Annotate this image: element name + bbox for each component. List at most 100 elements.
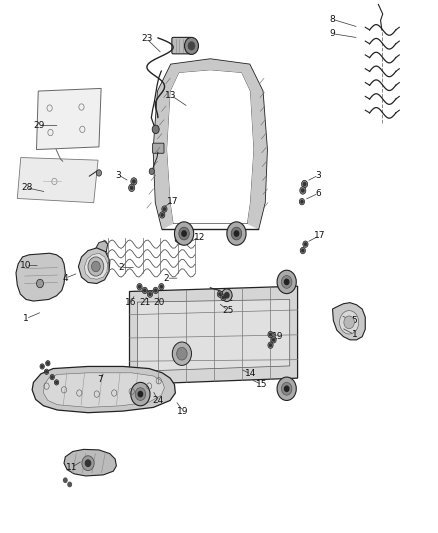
Circle shape [285, 279, 289, 285]
Text: 2: 2 [118, 263, 124, 272]
Circle shape [277, 270, 296, 294]
Text: 5: 5 [351, 316, 357, 325]
Circle shape [152, 125, 159, 134]
Circle shape [231, 227, 242, 240]
Circle shape [222, 289, 232, 302]
Circle shape [179, 227, 189, 240]
Circle shape [174, 222, 194, 245]
Circle shape [217, 291, 223, 297]
Circle shape [153, 287, 158, 294]
Polygon shape [43, 373, 164, 407]
Circle shape [159, 212, 165, 218]
Text: 3: 3 [116, 171, 121, 180]
Circle shape [64, 478, 67, 482]
Circle shape [47, 362, 49, 365]
Circle shape [285, 386, 289, 391]
Polygon shape [32, 367, 175, 413]
Circle shape [225, 293, 229, 298]
Circle shape [138, 286, 141, 288]
Circle shape [162, 206, 167, 212]
Polygon shape [95, 241, 108, 256]
Circle shape [68, 482, 71, 487]
Circle shape [277, 377, 296, 400]
Circle shape [282, 382, 292, 395]
Circle shape [135, 387, 146, 400]
Circle shape [155, 289, 157, 292]
Circle shape [234, 231, 239, 236]
Circle shape [301, 200, 303, 203]
Circle shape [41, 366, 43, 368]
Circle shape [188, 42, 195, 50]
Circle shape [221, 294, 226, 301]
Circle shape [44, 369, 49, 374]
Circle shape [282, 276, 292, 288]
Circle shape [177, 348, 187, 360]
Polygon shape [17, 158, 98, 203]
Circle shape [301, 180, 307, 188]
Text: 23: 23 [141, 35, 153, 44]
Text: 17: 17 [167, 197, 179, 206]
Circle shape [60, 160, 65, 166]
Circle shape [131, 382, 150, 406]
Text: 14: 14 [245, 369, 256, 378]
Circle shape [299, 198, 304, 205]
Text: 7: 7 [97, 375, 103, 384]
Text: 21: 21 [139, 298, 151, 307]
Text: 4: 4 [63, 273, 68, 282]
FancyBboxPatch shape [152, 143, 164, 154]
Circle shape [268, 342, 273, 349]
Polygon shape [175, 227, 189, 244]
Text: 8: 8 [330, 15, 336, 24]
Circle shape [219, 293, 221, 295]
Circle shape [144, 289, 146, 292]
Circle shape [138, 391, 143, 397]
Text: 20: 20 [153, 298, 164, 307]
Circle shape [182, 231, 186, 236]
Circle shape [269, 333, 272, 336]
Circle shape [40, 364, 44, 369]
Text: 15: 15 [256, 380, 268, 389]
Text: 12: 12 [194, 233, 205, 242]
Polygon shape [130, 286, 297, 384]
Circle shape [304, 183, 306, 185]
Circle shape [269, 344, 272, 346]
Text: 6: 6 [316, 189, 321, 198]
Circle shape [161, 214, 163, 216]
Circle shape [96, 169, 102, 176]
Circle shape [50, 374, 54, 379]
Circle shape [51, 376, 53, 378]
FancyBboxPatch shape [172, 37, 191, 54]
Circle shape [149, 293, 151, 295]
Circle shape [54, 379, 59, 385]
Circle shape [304, 243, 307, 246]
Circle shape [129, 184, 135, 191]
Circle shape [56, 381, 57, 383]
Circle shape [271, 337, 276, 343]
Circle shape [268, 332, 273, 338]
Text: 16: 16 [125, 298, 137, 307]
Circle shape [272, 338, 275, 341]
Polygon shape [16, 253, 65, 301]
Circle shape [302, 249, 304, 252]
Polygon shape [36, 88, 101, 150]
Circle shape [148, 291, 152, 297]
Text: 28: 28 [21, 183, 32, 192]
Circle shape [303, 241, 308, 247]
Circle shape [46, 370, 47, 373]
Circle shape [172, 342, 191, 366]
Circle shape [36, 279, 43, 288]
Text: 24: 24 [152, 396, 163, 405]
Text: 13: 13 [165, 91, 177, 100]
Text: 19: 19 [177, 407, 189, 416]
Polygon shape [64, 449, 117, 476]
Circle shape [344, 316, 354, 329]
Polygon shape [153, 59, 267, 229]
Text: 9: 9 [330, 29, 336, 38]
Circle shape [88, 257, 104, 276]
Circle shape [300, 187, 306, 194]
Text: 17: 17 [314, 231, 325, 240]
Text: 11: 11 [66, 463, 77, 472]
Circle shape [82, 456, 94, 471]
Text: 1: 1 [351, 330, 357, 339]
Text: 1: 1 [23, 314, 29, 323]
